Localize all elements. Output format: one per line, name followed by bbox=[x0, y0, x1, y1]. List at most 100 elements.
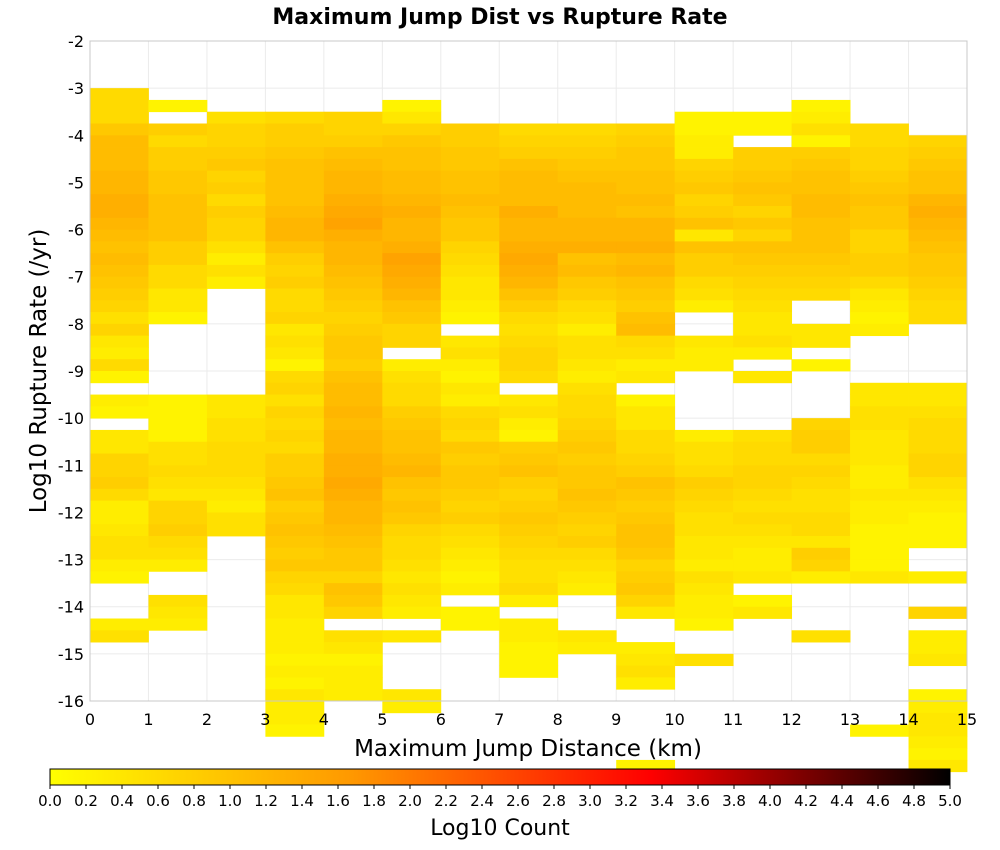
x-tick-label: 10 bbox=[664, 710, 684, 729]
heatmap-cell bbox=[557, 477, 617, 490]
heatmap-cell bbox=[382, 371, 442, 384]
heatmap-cell bbox=[148, 206, 208, 219]
heatmap-cell bbox=[90, 135, 149, 148]
heatmap-cell bbox=[733, 371, 792, 384]
x-tick-label: 14 bbox=[898, 710, 918, 729]
heatmap-cell bbox=[908, 170, 968, 183]
heatmap-cell bbox=[382, 441, 442, 454]
heatmap-cell bbox=[148, 158, 208, 172]
heatmap-cell bbox=[382, 182, 442, 195]
x-tick-label: 1 bbox=[143, 710, 153, 729]
heatmap-cell bbox=[382, 453, 442, 466]
heatmap-cell bbox=[733, 276, 792, 289]
heatmap-cell bbox=[265, 724, 325, 737]
heatmap-cell bbox=[440, 606, 500, 619]
heatmap-cell bbox=[499, 571, 559, 584]
heatmap-cell bbox=[908, 571, 968, 584]
heatmap-cell bbox=[323, 512, 383, 525]
heatmap-cell bbox=[557, 559, 617, 572]
heatmap-cell bbox=[265, 512, 325, 525]
heatmap-cell bbox=[148, 559, 208, 572]
heatmap-cell bbox=[616, 359, 676, 372]
heatmap-cell bbox=[557, 288, 617, 301]
heatmap-cell bbox=[557, 123, 617, 136]
y-tick-label: -7 bbox=[68, 268, 84, 287]
heatmap-cell bbox=[791, 323, 851, 337]
heatmap-cell bbox=[499, 335, 559, 348]
heatmap-cell bbox=[616, 264, 676, 278]
heatmap-cell bbox=[791, 194, 851, 207]
heatmap-cell bbox=[90, 359, 149, 372]
heatmap-cell bbox=[557, 229, 617, 242]
heatmap-cell bbox=[557, 253, 617, 266]
heatmap-cells bbox=[90, 88, 968, 773]
y-tick-label: -12 bbox=[58, 503, 84, 522]
heatmap-cell bbox=[206, 406, 266, 419]
heatmap-cell bbox=[265, 241, 325, 254]
heatmap-cell bbox=[265, 429, 325, 443]
heatmap-cell bbox=[265, 158, 325, 172]
heatmap-cell bbox=[557, 394, 617, 407]
heatmap-cell bbox=[382, 253, 442, 266]
heatmap-cell bbox=[440, 465, 500, 478]
heatmap-cell bbox=[499, 288, 559, 301]
heatmap-cell bbox=[90, 99, 149, 113]
heatmap-cell bbox=[265, 712, 325, 725]
heatmap-cell bbox=[382, 418, 442, 431]
heatmap-cell bbox=[674, 524, 734, 537]
heatmap-cell bbox=[265, 406, 325, 419]
heatmap-cell bbox=[733, 559, 792, 572]
heatmap-cell bbox=[557, 182, 617, 195]
heatmap-cell bbox=[674, 217, 734, 230]
heatmap-cell bbox=[616, 418, 676, 431]
heatmap-cell bbox=[674, 500, 734, 513]
heatmap-cell bbox=[557, 453, 617, 466]
heatmap-cell bbox=[733, 170, 792, 183]
heatmap-cell bbox=[90, 347, 149, 360]
heatmap-cell bbox=[791, 571, 851, 584]
heatmap-cell bbox=[265, 653, 325, 667]
x-tick-label: 0 bbox=[85, 710, 95, 729]
heatmap-cell bbox=[323, 123, 383, 136]
y-tick-label: -15 bbox=[58, 645, 84, 664]
colorbar-tick-label: 3.4 bbox=[650, 792, 674, 810]
heatmap-cell bbox=[791, 147, 851, 160]
heatmap-cell bbox=[323, 229, 383, 242]
heatmap-cell bbox=[791, 418, 851, 431]
heatmap-cell bbox=[791, 500, 851, 513]
heatmap-cell bbox=[382, 630, 442, 643]
heatmap-cell bbox=[382, 241, 442, 254]
heatmap-cell bbox=[791, 512, 851, 525]
heatmap-cell bbox=[733, 453, 792, 466]
colorbar-tick-label: 3.8 bbox=[722, 792, 746, 810]
heatmap-cell bbox=[206, 229, 266, 242]
heatmap-cell bbox=[90, 111, 149, 124]
heatmap-cell bbox=[148, 288, 208, 301]
heatmap-cell bbox=[557, 371, 617, 384]
heatmap-cell bbox=[265, 418, 325, 431]
heatmap-cell bbox=[90, 253, 149, 266]
heatmap-cell bbox=[557, 347, 617, 360]
heatmap-cell bbox=[674, 606, 734, 619]
heatmap-cell bbox=[674, 547, 734, 560]
heatmap-cell bbox=[908, 382, 968, 395]
heatmap-cell bbox=[206, 500, 266, 513]
x-tick-label: 2 bbox=[202, 710, 212, 729]
heatmap-cell bbox=[323, 547, 383, 560]
heatmap-cell bbox=[850, 123, 909, 136]
heatmap-cell bbox=[440, 536, 500, 549]
heatmap-cell bbox=[616, 300, 676, 313]
heatmap-cell bbox=[499, 206, 559, 219]
heatmap-cell bbox=[323, 406, 383, 419]
heatmap-cell bbox=[90, 300, 149, 313]
heatmap-cell bbox=[323, 453, 383, 466]
heatmap-cell bbox=[90, 512, 149, 525]
heatmap-cell bbox=[557, 571, 617, 584]
heatmap-cell bbox=[440, 547, 500, 560]
heatmap-cell bbox=[440, 429, 500, 443]
heatmap-cell bbox=[908, 477, 968, 490]
heatmap-cell bbox=[323, 382, 383, 395]
heatmap-cell bbox=[674, 182, 734, 195]
heatmap-cell bbox=[850, 394, 909, 407]
heatmap-cell bbox=[265, 618, 325, 631]
